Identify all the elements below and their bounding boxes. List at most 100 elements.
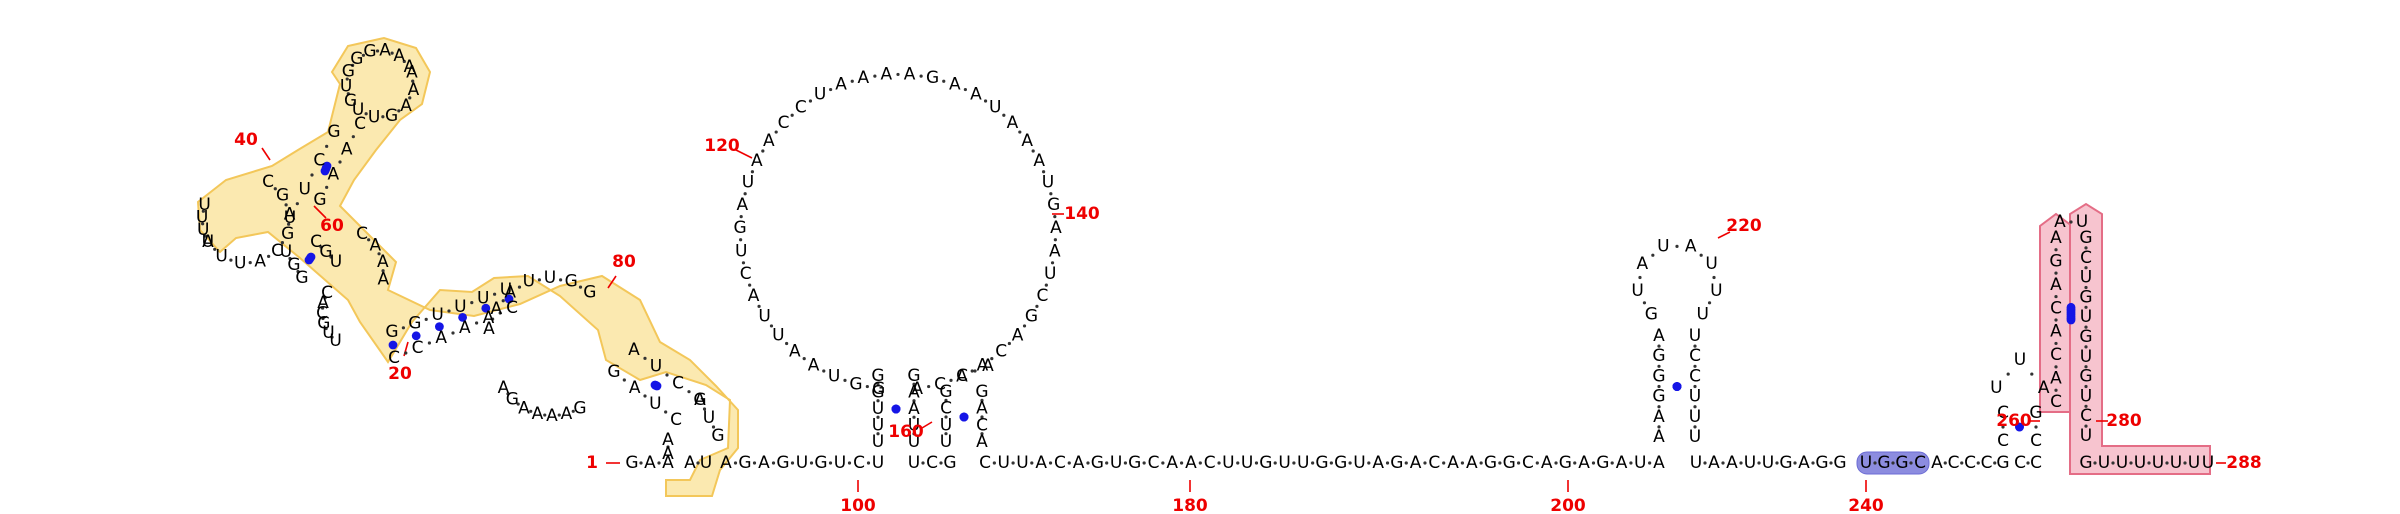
loop-big-nt: C	[795, 97, 807, 117]
seq-spacer-1-nt: U	[872, 453, 884, 473]
seq-long-linker-nt: U	[1278, 453, 1290, 473]
helix-1-right-nt: G	[385, 322, 398, 342]
helix-1-right-backbone-dot	[447, 309, 451, 313]
loop-internal-d-backbone-dot	[506, 392, 510, 396]
helix-6-left-nt: U	[872, 399, 884, 419]
loop-internal-a-backbone-dot	[248, 261, 252, 265]
number-40-tick	[261, 147, 271, 161]
loop-internal-a-nt: U	[215, 247, 227, 267]
seq-spacer-1-nt: G	[776, 453, 789, 473]
seq-tail-nt: U	[2134, 453, 2146, 473]
loop-big-nt: C	[740, 264, 752, 284]
helix-8-left-nt: G	[1652, 366, 1665, 386]
loop-internal-c-nt: U	[523, 272, 535, 292]
seq-5p-start-nt: G	[625, 453, 638, 473]
loop-internal-d-nt: A	[532, 404, 544, 424]
helix-2-right-nt: G	[319, 242, 332, 262]
loop-top-nt: G	[363, 42, 376, 62]
number-180: 180	[1172, 496, 1208, 514]
loop-internal-b2-nt: A	[377, 252, 389, 272]
number-220: 220	[1726, 216, 1762, 236]
loop-internal-c-nt: G	[565, 272, 578, 292]
loop-top-b-nt: A	[406, 62, 418, 82]
helix-8-left-backbone-dot	[1657, 344, 1661, 348]
seq-long-linker-nt: U	[1110, 453, 1122, 473]
helix-1-left-nt: A	[459, 318, 471, 338]
seq-linker-4-nt: U	[1762, 453, 1774, 473]
helix-8-left-nt: A	[1653, 326, 1665, 346]
loop-internal-d-backbone-dot	[529, 409, 533, 413]
seq-long-linker-backbone-dot	[1385, 461, 1390, 465]
loop-hp220-nt: U	[1705, 254, 1717, 274]
seq-spacer-1-backbone-dot	[752, 461, 757, 465]
loop-internal-c-backbone-dot	[517, 285, 522, 289]
loop-big-nt: A	[748, 286, 760, 306]
seq-5p-start-backbone-dot	[657, 461, 661, 465]
seq-long-linker-nt: A	[1410, 453, 1422, 473]
loop-big-backbone-dot	[748, 283, 752, 287]
seq-tail-backbone-dot	[2093, 461, 2097, 465]
seq-tail-nt: U	[2170, 453, 2182, 473]
seq-long-linker-backbone-dot	[1030, 461, 1034, 465]
loop-internal-d-nt: G	[506, 390, 519, 410]
helix-8-left-backbone-dot	[1657, 384, 1661, 389]
helix-10-right-backbone-dot	[2084, 345, 2088, 349]
helix-1-right-nt: U	[477, 288, 489, 308]
helix-6-left-nt: G	[871, 383, 884, 403]
highlight-pink-arm-left	[2039, 212, 2073, 413]
loop-top-nt: G	[350, 49, 363, 69]
helix-7-right-nt: C	[976, 415, 988, 435]
helix-10-left-nt: A	[2050, 369, 2062, 389]
seq-long-linker-backbone-dot	[1404, 461, 1408, 465]
helix-5-right-nt: G	[313, 190, 326, 210]
loop-internal-a2-backbone-dot	[201, 222, 205, 226]
loop-big-nt: A	[808, 356, 820, 376]
loop-big-backbone-dot	[790, 113, 794, 117]
loop-top-backbone-dot	[346, 92, 350, 96]
helix-5-left-nt: G	[327, 122, 340, 142]
helix-5-right-nt: A	[341, 139, 353, 159]
seq-blue-motif-backbone-dot	[1891, 461, 1895, 465]
loop-big-nt: G	[849, 374, 862, 394]
loop-big-nt: A	[1021, 131, 1033, 151]
seq-5p-start-nt: A	[644, 453, 656, 473]
loop-big-backbone-dot	[739, 214, 743, 219]
seq-linker-4-backbone-dot	[1775, 461, 1779, 465]
helix-6-right-backbone-dot	[912, 432, 916, 436]
loop-big-nt: A	[1012, 325, 1024, 345]
loop-internal-b2-nt: C	[356, 224, 368, 244]
loop-internal-a2-nt: U	[197, 220, 209, 240]
loop-internal-b2-backbone-dot	[381, 269, 385, 273]
seq-linker-4-nt: U	[1690, 453, 1702, 473]
loop-top-b-nt: U	[368, 107, 380, 127]
loop-internal-a-nt: G	[276, 186, 289, 206]
loop-top-b-backbone-dot	[397, 109, 401, 113]
helix-7-left-nt: C	[940, 399, 952, 419]
seq-long-linker-backbone-dot	[1329, 461, 1333, 465]
helix-8-left-nt: A	[1653, 427, 1665, 447]
loop-big-backbone-dot	[919, 74, 923, 78]
helix-2-left-backbone-dot	[296, 269, 300, 274]
helix-1-pair-dot	[458, 313, 467, 322]
seq-spacer-1-nt: A	[758, 453, 770, 473]
loop-internal-a-backbone-dot	[284, 203, 288, 207]
loop-big-backbone-dot	[761, 149, 765, 153]
seq-long-linker-backbone-dot	[1273, 461, 1277, 465]
loop-top-b-backbone-dot	[381, 115, 385, 119]
loop-internal-a-nt: C	[271, 241, 283, 261]
helix-8-left-backbone-dot	[1657, 364, 1661, 368]
helix-9-right-nt: C	[2030, 431, 2042, 451]
helix-10-right-backbone-dot	[2084, 266, 2088, 270]
seq-long-linker-nt: C	[1054, 453, 1066, 473]
loop-big-backbone-dot	[843, 378, 847, 382]
seq-tail-backbone-dot	[2111, 461, 2115, 465]
seq-long-linker-nt: U	[1016, 453, 1028, 473]
helix-6-right-nt: U	[908, 416, 920, 436]
seq-spacer-1-nt: U	[834, 453, 846, 473]
seq-long-linker-backbone-dot	[1217, 461, 1221, 465]
helix-7-right-nt: G	[975, 382, 988, 402]
seq-long-linker-backbone-dot	[1179, 461, 1184, 465]
seq-long-linker-nt: A	[1035, 453, 1047, 473]
